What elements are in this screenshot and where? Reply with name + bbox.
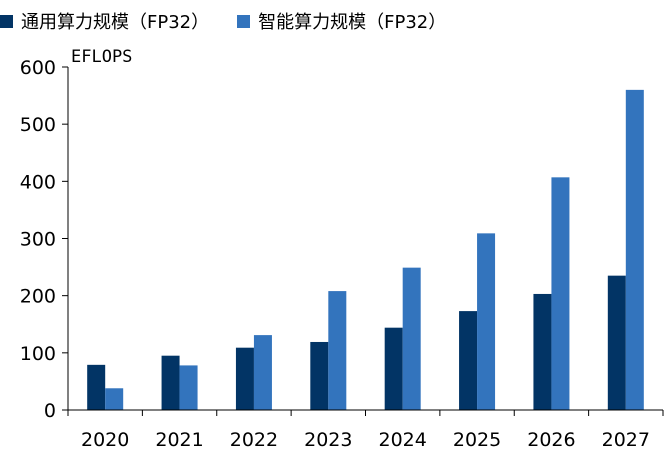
- legend-swatch-general-compute: [0, 14, 13, 28]
- chart-legend: 通用算力规模（FP32） 智能算力规模（FP32）: [0, 8, 474, 34]
- y-tick-label: 100: [20, 343, 56, 365]
- bar-ai-compute: [253, 335, 272, 410]
- y-tick-label: 500: [20, 114, 56, 136]
- x-tick-label: 2023: [304, 429, 352, 451]
- bar-general-compute: [310, 341, 329, 410]
- bar-general-compute: [607, 275, 626, 410]
- y-tick-label: 200: [20, 286, 56, 308]
- legend-label-ai-compute: 智能算力规模（FP32）: [258, 12, 447, 33]
- bar-general-compute: [87, 364, 106, 410]
- x-tick-label: 2024: [379, 429, 427, 451]
- bar-ai-compute: [402, 267, 421, 410]
- legend-swatch-ai-compute: [237, 14, 251, 28]
- bar-ai-compute: [477, 233, 496, 410]
- bar-general-compute: [459, 311, 478, 410]
- bar-general-compute: [384, 327, 403, 410]
- x-tick-label: 2026: [527, 429, 575, 451]
- y-tick-label: 400: [20, 171, 56, 193]
- legend-item-ai-compute: 智能算力规模（FP32）: [237, 8, 446, 34]
- x-tick-label: 2027: [602, 429, 650, 451]
- x-tick-label: 2022: [230, 429, 278, 451]
- bar-general-compute: [533, 293, 552, 410]
- x-tick-label: 2020: [81, 429, 129, 451]
- x-tick-label: 2025: [453, 429, 501, 451]
- bar-general-compute: [161, 355, 180, 410]
- y-axis-unit-label: EFLOPS: [71, 47, 133, 67]
- bar-ai-compute: [551, 177, 570, 410]
- y-tick-label: 600: [20, 57, 56, 79]
- bar-ai-compute: [179, 365, 198, 410]
- bar-ai-compute: [625, 89, 644, 410]
- y-tick-label: 300: [20, 229, 56, 251]
- legend-item-general-compute: 通用算力规模（FP32）: [0, 8, 209, 34]
- bar-general-compute: [235, 347, 254, 410]
- bar-ai-compute: [105, 388, 124, 410]
- legend-label-general-compute: 通用算力规模（FP32）: [21, 12, 210, 33]
- bar-ai-compute: [328, 291, 347, 410]
- x-tick-label: 2021: [155, 429, 203, 451]
- y-tick-label: 0: [44, 400, 56, 422]
